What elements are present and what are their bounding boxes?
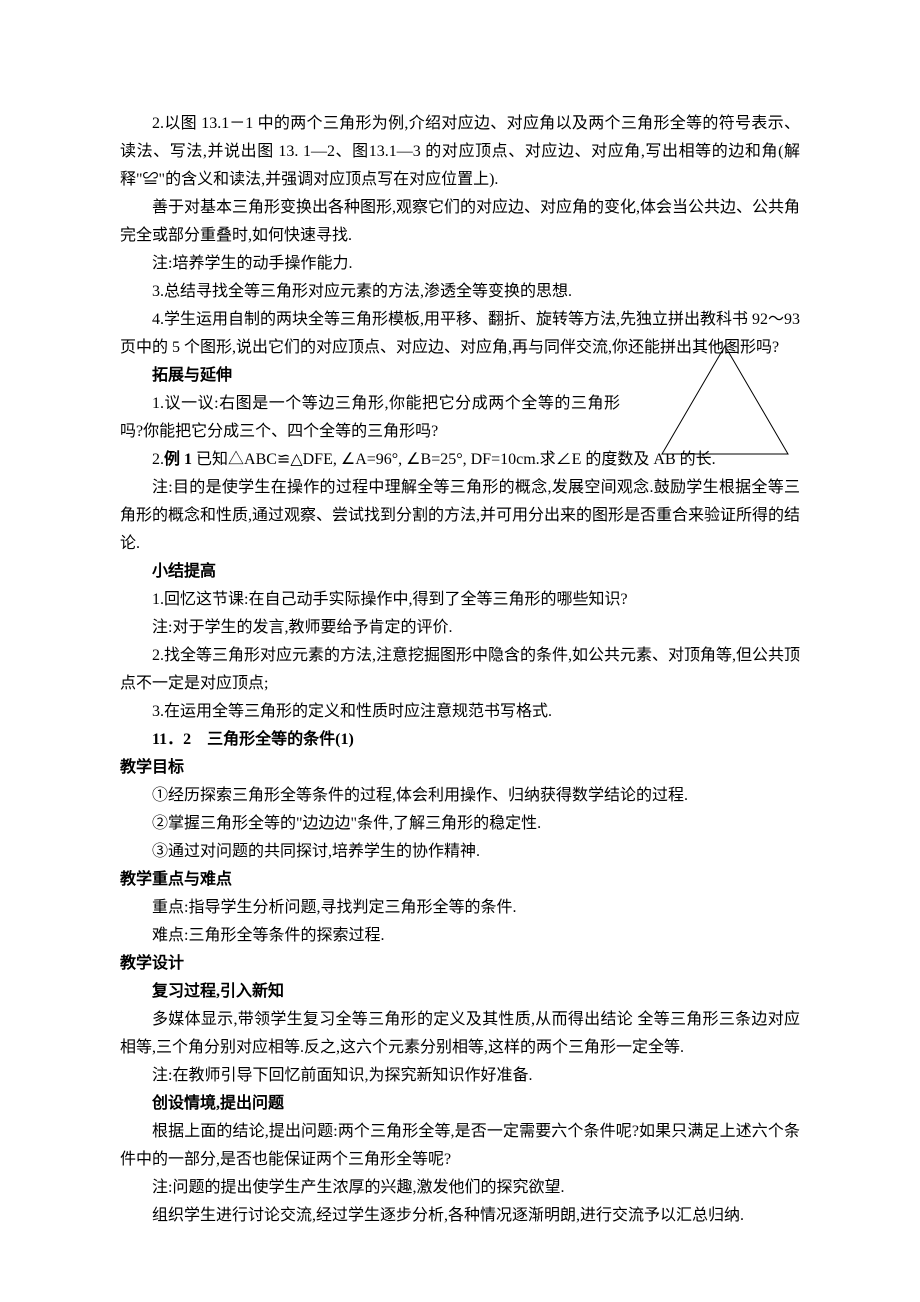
paragraph: 注:在教师引导下回忆前面知识,为探究新知识作好准备. bbox=[120, 1062, 800, 1090]
heading-goals: 教学目标 bbox=[120, 754, 800, 782]
text: 2. bbox=[152, 451, 164, 468]
paragraph: 重点:指导学生分析问题,寻找判定三角形全等的条件. bbox=[120, 894, 800, 922]
paragraph: 多媒体显示,带领学生复习全等三角形的定义及其性质,从而得出结论 全等三角形三条边… bbox=[120, 1006, 800, 1062]
paragraph: 注:问题的提出使学生产生浓厚的兴趣,激发他们的探究欲望. bbox=[120, 1174, 800, 1202]
paragraph: ③通过对问题的共同探讨,培养学生的协作精神. bbox=[120, 838, 800, 866]
heading-section-11-2: 11．2 三角形全等的条件(1) bbox=[120, 726, 800, 754]
paragraph: 2.找全等三角形对应元素的方法,注意挖掘图形中隐含的条件,如公共元素、对顶角等,… bbox=[120, 642, 800, 698]
heading-review: 复习过程,引入新知 bbox=[120, 978, 800, 1006]
heading-create-situation: 创设情境,提出问题 bbox=[120, 1090, 800, 1118]
paragraph: 善于对基本三角形变换出各种图形,观察它们的对应边、对应角的变化,体会当公共边、公… bbox=[120, 194, 800, 250]
paragraph: 注:对于学生的发言,教师要给予肯定的评价. bbox=[120, 614, 800, 642]
paragraph: ①经历探索三角形全等条件的过程,体会利用操作、归纳获得数学结论的过程. bbox=[120, 782, 800, 810]
heading-design: 教学设计 bbox=[120, 950, 800, 978]
text: 已知△ABC≌△DFE, ∠A=96°, ∠B=25°, DF=10cm.求∠E… bbox=[192, 451, 716, 468]
heading-summary: 小结提高 bbox=[120, 558, 800, 586]
triangle-shape bbox=[662, 346, 788, 454]
paragraph: 3.总结寻找全等三角形对应元素的方法,渗透全等变换的思想. bbox=[120, 278, 800, 306]
paragraph: 注:目的是使学生在操作的过程中理解全等三角形的概念,发展空间观念.鼓励学生根据全… bbox=[120, 474, 800, 558]
paragraph: 组织学生进行讨论交流,经过学生逐步分析,各种情况逐渐明朗,进行交流予以汇总归纳. bbox=[120, 1202, 800, 1230]
paragraph: 3.在运用全等三角形的定义和性质时应注意规范书写格式. bbox=[120, 698, 800, 726]
paragraph: ②掌握三角形全等的"边边边"条件,了解三角形的稳定性. bbox=[120, 810, 800, 838]
paragraph: 根据上面的结论,提出问题:两个三角形全等,是否一定需要六个条件呢?如果只满足上述… bbox=[120, 1118, 800, 1174]
example-label: 例 1 bbox=[164, 451, 192, 468]
heading-difficulty: 教学重点与难点 bbox=[120, 866, 800, 894]
paragraph: 注:培养学生的动手操作能力. bbox=[120, 250, 800, 278]
paragraph: 1.回忆这节课:在自己动手实际操作中,得到了全等三角形的哪些知识? bbox=[120, 586, 800, 614]
equilateral-triangle-figure bbox=[660, 344, 790, 466]
paragraph: 2.以图 13.1－1 中的两个三角形为例,介绍对应边、对应角以及两个三角形全等… bbox=[120, 110, 800, 194]
paragraph: 难点:三角形全等条件的探索过程. bbox=[120, 922, 800, 950]
